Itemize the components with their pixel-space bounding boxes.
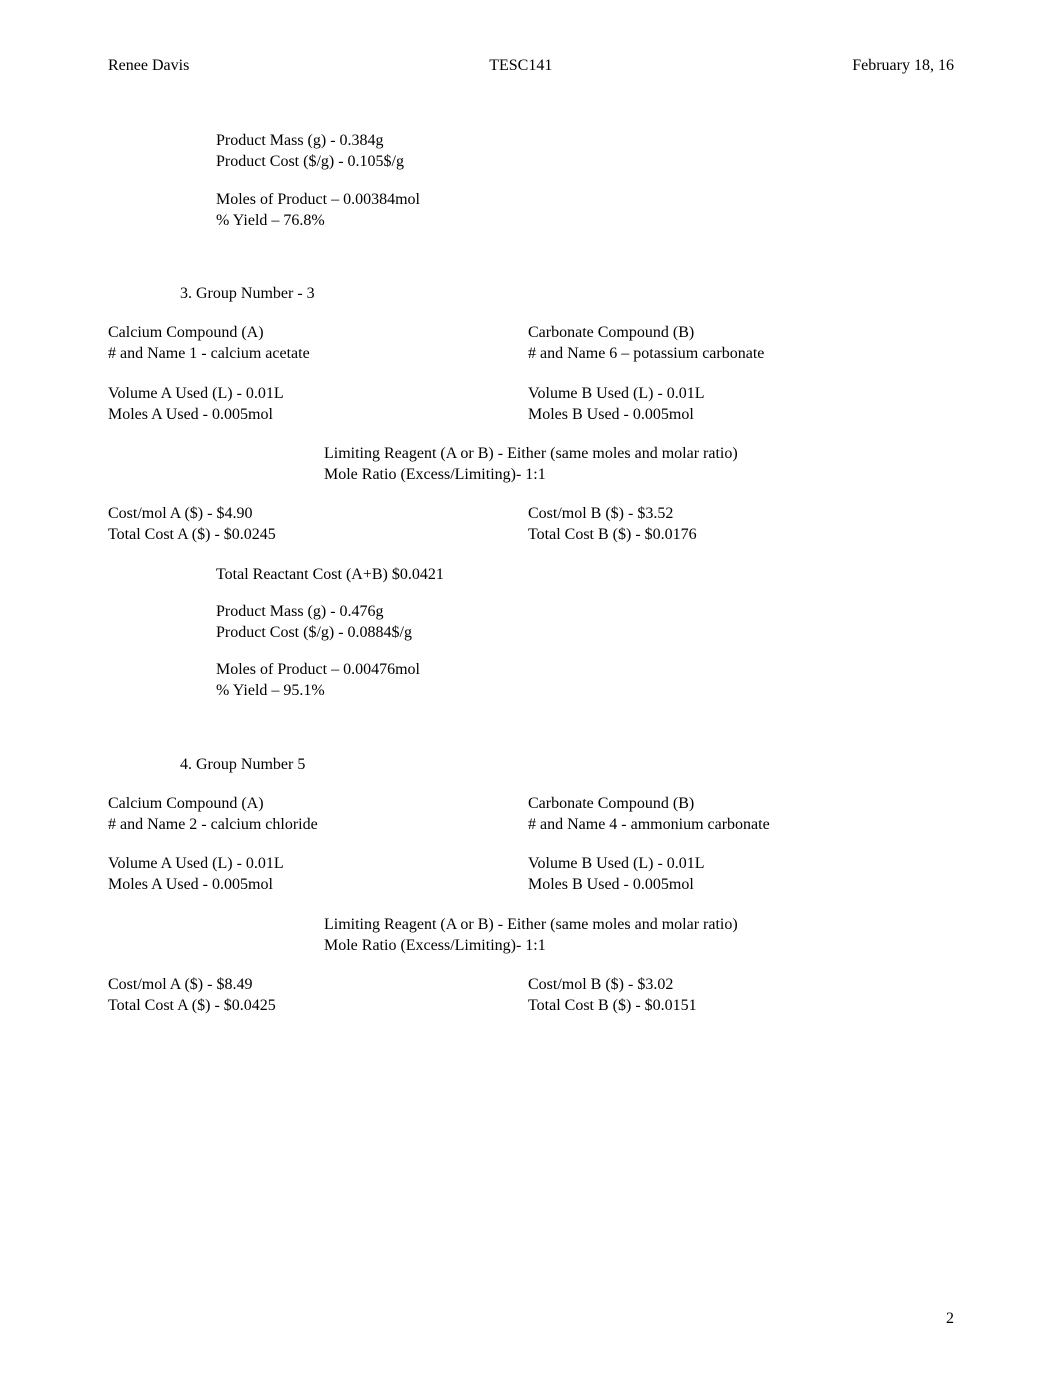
compound-b-title: Carbonate Compound (B): [528, 794, 954, 813]
costmol-a: Cost/mol A ($) - $8.49: [108, 975, 528, 994]
volume-b: Volume B Used (L) - 0.01L: [528, 384, 954, 403]
volume-b: Volume B Used (L) - 0.01L: [528, 854, 954, 873]
costmol-b: Cost/mol B ($) - $3.52: [528, 504, 954, 523]
totalcost-b: Total Cost B ($) - $0.0151: [528, 996, 954, 1015]
moles-a: Moles A Used - 0.005mol: [108, 875, 528, 894]
moles-a: Moles A Used - 0.005mol: [108, 405, 528, 424]
header-left: Renee Davis: [108, 56, 189, 75]
total-reactant-cost-block: Total Reactant Cost (A+B) $0.0421: [216, 565, 954, 584]
compound-row: Calcium Compound (A) Carbonate Compound …: [108, 794, 954, 813]
moles-of-product: Moles of Product – 0.00384mol: [216, 190, 954, 209]
costmol-row: Cost/mol A ($) - $8.49 Cost/mol B ($) - …: [108, 975, 954, 994]
compound-row: Calcium Compound (A) Carbonate Compound …: [108, 323, 954, 342]
compound-a-title: Calcium Compound (A): [108, 794, 528, 813]
compound-a-name: # and Name 2 - calcium chloride: [108, 815, 528, 834]
volume-a: Volume A Used (L) - 0.01L: [108, 854, 528, 873]
limiting-reagent: Limiting Reagent (A or B) - Either (same…: [324, 915, 954, 934]
compound-b-name: # and Name 4 - ammonium carbonate: [528, 815, 954, 834]
percent-yield: % Yield – 95.1%: [216, 681, 954, 700]
compound-b-title: Carbonate Compound (B): [528, 323, 954, 342]
volume-row: Volume A Used (L) - 0.01L Volume B Used …: [108, 854, 954, 873]
compound-a-title: Calcium Compound (A): [108, 323, 528, 342]
total-reactant-cost: Total Reactant Cost (A+B) $0.0421: [216, 565, 954, 584]
product-cost: Product Cost ($/g) - 0.0884$/g: [216, 623, 954, 642]
volume-row: Volume A Used (L) - 0.01L Volume B Used …: [108, 384, 954, 403]
costmol-b: Cost/mol B ($) - $3.02: [528, 975, 954, 994]
yield-block-1: Moles of Product – 0.00384mol % Yield – …: [216, 190, 954, 230]
product-block-3: Product Mass (g) - 0.476g Product Cost (…: [216, 602, 954, 642]
compound-b-name: # and Name 6 – potassium carbonate: [528, 344, 954, 363]
compound-a-name: # and Name 1 - calcium acetate: [108, 344, 528, 363]
group-number-3-heading: 3. Group Number - 3: [180, 284, 954, 303]
product-mass: Product Mass (g) - 0.476g: [216, 602, 954, 621]
percent-yield: % Yield – 76.8%: [216, 211, 954, 230]
costmol-a: Cost/mol A ($) - $4.90: [108, 504, 528, 523]
mole-ratio: Mole Ratio (Excess/Limiting)- 1:1: [324, 465, 954, 484]
totalcost-a: Total Cost A ($) - $0.0245: [108, 525, 528, 544]
mole-ratio: Mole Ratio (Excess/Limiting)- 1:1: [324, 936, 954, 955]
moles-row: Moles A Used - 0.005mol Moles B Used - 0…: [108, 875, 954, 894]
totalcost-a: Total Cost A ($) - $0.0425: [108, 996, 528, 1015]
volume-a: Volume A Used (L) - 0.01L: [108, 384, 528, 403]
page-number: 2: [946, 1309, 954, 1328]
totalcost-row: Total Cost A ($) - $0.0425 Total Cost B …: [108, 996, 954, 1015]
totalcost-row: Total Cost A ($) - $0.0245 Total Cost B …: [108, 525, 954, 544]
limiting-reagent: Limiting Reagent (A or B) - Either (same…: [324, 444, 954, 463]
moles-b: Moles B Used - 0.005mol: [528, 405, 954, 424]
group-number-5-heading: 4. Group Number 5: [180, 755, 954, 774]
yield-block-3: Moles of Product – 0.00476mol % Yield – …: [216, 660, 954, 700]
totalcost-b: Total Cost B ($) - $0.0176: [528, 525, 954, 544]
product-mass: Product Mass (g) - 0.384g: [216, 131, 954, 150]
moles-b: Moles B Used - 0.005mol: [528, 875, 954, 894]
product-block-1: Product Mass (g) - 0.384g Product Cost (…: [216, 131, 954, 171]
page-header: Renee Davis TESC141 February 18, 16: [108, 56, 954, 75]
costmol-row: Cost/mol A ($) - $4.90 Cost/mol B ($) - …: [108, 504, 954, 523]
moles-of-product: Moles of Product – 0.00476mol: [216, 660, 954, 679]
header-center: TESC141: [489, 56, 552, 75]
product-cost: Product Cost ($/g) - 0.105$/g: [216, 152, 954, 171]
compound-name-row: # and Name 2 - calcium chloride # and Na…: [108, 815, 954, 834]
header-right: February 18, 16: [852, 56, 954, 75]
moles-row: Moles A Used - 0.005mol Moles B Used - 0…: [108, 405, 954, 424]
compound-name-row: # and Name 1 - calcium acetate # and Nam…: [108, 344, 954, 363]
